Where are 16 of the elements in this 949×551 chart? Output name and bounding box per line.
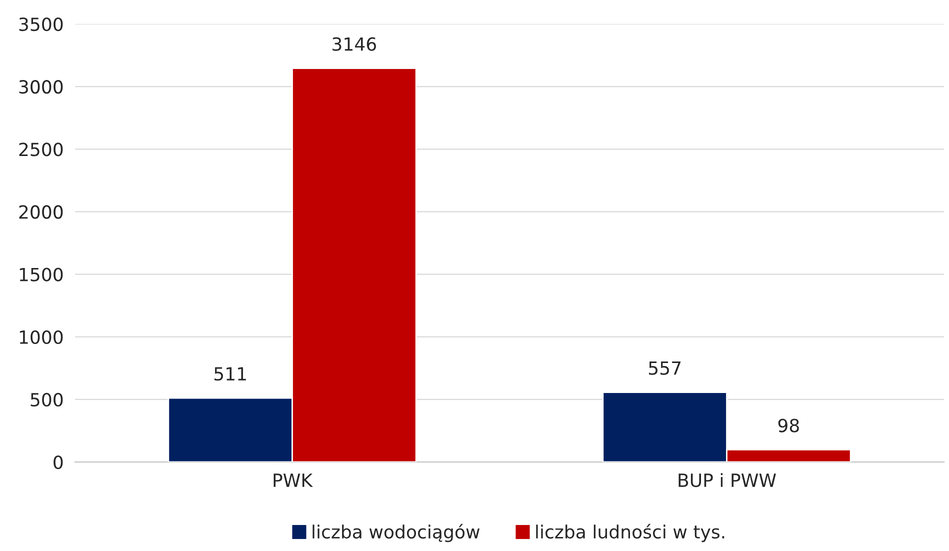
y-tick-label: 3000 <box>19 80 63 94</box>
y-tick-label: 2500 <box>19 142 63 156</box>
y-tick-label: 1500 <box>20 268 63 282</box>
y-tick-label: 500 <box>30 392 63 407</box>
y-tick-label: 3500 <box>19 17 63 32</box>
y-tick-label: 2000 <box>19 205 63 219</box>
legend-label: liczba wodociągów <box>312 524 480 542</box>
y-tick-label: 1000 <box>20 330 63 344</box>
legend-label: liczba ludności w tys. <box>536 524 724 542</box>
data-label: 557 <box>648 361 681 375</box>
x-tick-label: BUP i PWW <box>678 473 776 488</box>
data-label: 98 <box>778 418 799 432</box>
y-tick-label: 0 <box>54 455 63 470</box>
data-label: 511 <box>214 367 246 381</box>
data-label: 3146 <box>332 37 376 51</box>
x-tick-label: PWK <box>274 474 313 487</box>
